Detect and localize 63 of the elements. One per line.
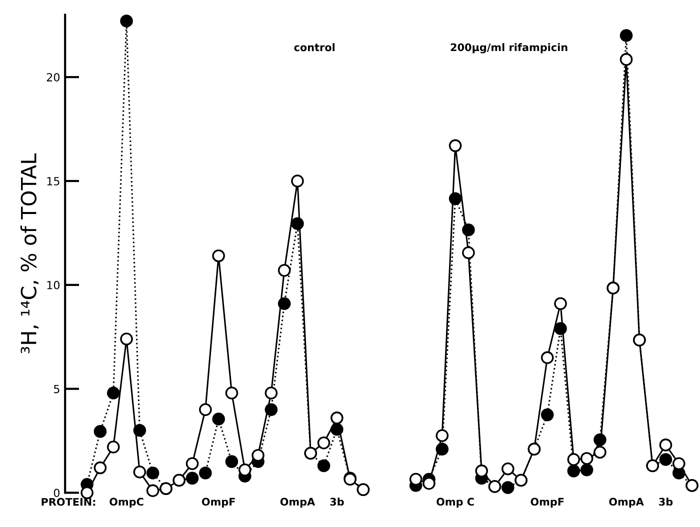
point [199,403,212,416]
x-tick-label: OmpC [110,498,144,508]
point [146,466,160,480]
point [225,386,238,400]
point [106,386,120,400]
point [594,446,606,459]
y-tick-label: 15 [47,177,60,186]
point [120,332,133,346]
point [330,412,344,424]
point [186,472,199,485]
point [672,457,686,470]
point [94,425,107,438]
point [436,429,449,442]
x-tick-label: OmpA [609,498,644,508]
y-tick-label: 0 [54,488,60,498]
point [554,297,567,310]
point [580,452,594,465]
text: PROTEIN: [42,498,96,506]
annotation: control [294,43,334,52]
point [502,462,514,476]
point [133,466,146,478]
x-tick-label: OmpA [280,498,316,508]
point [317,459,330,472]
point [106,440,120,454]
point [212,412,225,426]
point [448,139,462,152]
point [620,53,633,66]
point [186,457,199,470]
y-tick-label: 20 [46,73,60,82]
point [567,453,580,466]
point [120,14,133,28]
y-axis-title: ³H, ¹⁴C, % of TOTAL [20,153,39,354]
point [409,472,422,486]
point [199,466,212,480]
point [422,477,436,490]
y-tick-label: 10 [47,280,60,290]
point [567,464,580,478]
x-tick-label: 3b [659,498,673,506]
point [278,264,291,277]
point [540,351,554,364]
point [264,386,278,400]
point [146,484,160,498]
x-tick-label: Omp C [436,498,474,508]
point [238,463,252,476]
point [580,463,594,476]
point [317,436,330,450]
point [540,408,554,422]
x-tick-label: OmpF [202,498,235,508]
x-tick-label: 3b [330,498,344,506]
y-tick-label: 5 [54,384,60,394]
point [212,249,225,262]
annotation: 200µg/ml rifampicin [450,43,568,54]
point [659,438,672,452]
point [225,455,238,468]
point [291,174,304,188]
x-tick-label: OmpF [530,498,564,508]
point [620,29,633,42]
point [475,464,488,478]
point [94,461,107,474]
point [462,246,475,260]
point [659,453,672,466]
point [502,481,514,494]
point [252,448,264,462]
